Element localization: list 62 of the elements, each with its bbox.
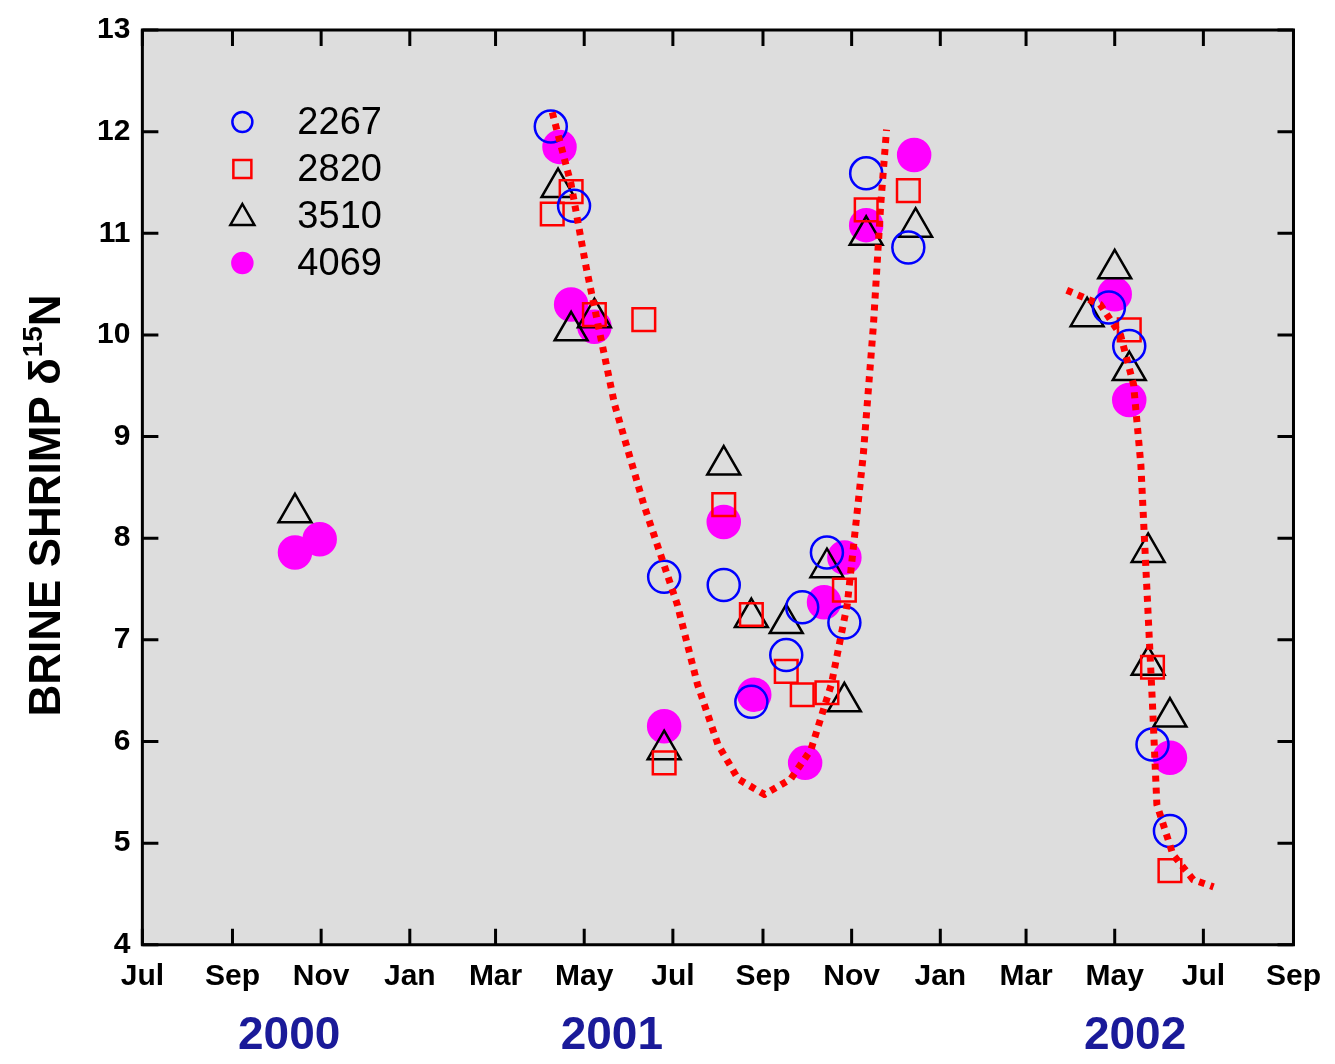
point	[302, 521, 337, 557]
point	[1112, 328, 1147, 364]
point	[277, 535, 313, 570]
x-tick-label: Sep	[1265, 958, 1322, 992]
point	[1135, 727, 1170, 762]
legend-label: 2267	[297, 100, 382, 143]
y-tick-label: 11	[98, 214, 131, 248]
y-tick-label: 7	[113, 621, 131, 655]
x-tick-label: Jul	[1181, 958, 1226, 992]
y-tick-label: 12	[96, 112, 131, 146]
point	[848, 156, 884, 191]
y-tick-label: 9	[113, 417, 131, 451]
x-tick-label: Jan	[383, 958, 436, 992]
x-tick-label: Sep	[204, 958, 260, 992]
y-tick-label: 4	[113, 926, 131, 960]
point	[646, 559, 682, 595]
point	[896, 137, 932, 173]
point	[711, 492, 737, 518]
x-tick-label: May	[1085, 958, 1145, 992]
point	[895, 178, 921, 204]
x-tick-label: Nov	[292, 958, 350, 992]
legend-label: 4069	[297, 241, 382, 284]
point	[1091, 290, 1127, 325]
point	[651, 750, 677, 776]
y-tick-label: 5	[113, 824, 131, 858]
x2-tick-label: 2000	[237, 1007, 341, 1060]
y-tick-label: 13	[96, 11, 131, 45]
point	[827, 605, 862, 640]
x2-tick-label: 2001	[560, 1007, 663, 1060]
y-tick-label: 6	[113, 722, 131, 756]
point	[831, 577, 857, 603]
x-tick-label: Jul	[120, 958, 165, 992]
point	[814, 680, 840, 706]
point	[539, 201, 565, 227]
x-tick-label: Mar	[468, 958, 523, 992]
point	[789, 682, 815, 708]
point	[853, 197, 879, 223]
point	[1157, 858, 1183, 884]
y-tick-label: 8	[113, 519, 131, 553]
point	[809, 535, 845, 570]
point	[646, 709, 682, 744]
x-tick-label: Mar	[999, 958, 1054, 992]
legend-label: 3510	[297, 194, 382, 237]
point	[768, 637, 804, 673]
point	[784, 590, 820, 625]
point	[556, 188, 592, 224]
point	[533, 109, 569, 144]
x2-tick-label: 2002	[1083, 1007, 1187, 1060]
x-tick-label: Sep	[735, 958, 791, 992]
x-tick-label: Nov	[823, 958, 881, 992]
point	[706, 567, 741, 603]
x-tick-label: Jan	[914, 958, 967, 992]
point	[1152, 813, 1188, 849]
x-tick-label: May	[555, 958, 614, 992]
x-tick-label: Jul	[651, 958, 695, 992]
point	[706, 504, 741, 540]
y-tick-label: 10	[96, 316, 131, 350]
point	[734, 684, 769, 720]
point	[631, 307, 657, 333]
legend-label: 2820	[297, 147, 382, 190]
y-axis-title: BRINE SHRIMP δ15N	[16, 294, 70, 717]
point	[891, 230, 926, 265]
